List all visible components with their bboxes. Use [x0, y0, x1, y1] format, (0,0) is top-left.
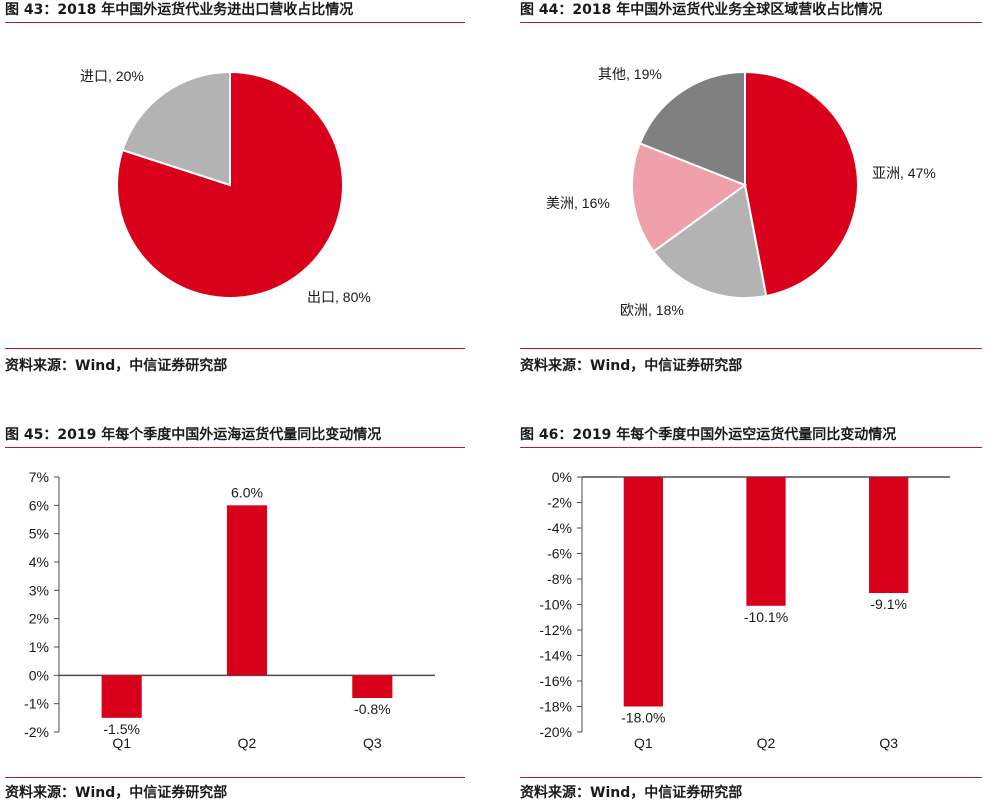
figure-43-title: 图 43：2018 年中国外运货代业务进出口营收占比情况: [5, 2, 354, 18]
bar-Q1: [623, 477, 663, 707]
y-tick-label: -1%: [24, 696, 49, 712]
x-tick-label-Q1: Q1: [634, 735, 653, 751]
y-tick-label: -6%: [547, 546, 572, 562]
y-tick-label: 2%: [29, 611, 49, 627]
figure-44-source: 资料来源：Wind，中信证券研究部: [520, 358, 743, 374]
x-tick-label-Q2: Q2: [757, 735, 776, 751]
x-tick-label-Q2: Q2: [238, 735, 257, 751]
pie-label-进口: 进口, 20%: [80, 68, 144, 84]
figure-46-source-rule: [520, 777, 982, 778]
y-tick-label: 5%: [29, 526, 49, 542]
figure-44-title-rule: [520, 22, 982, 23]
figure-43-panel: 图 43：2018 年中国外运货代业务进出口营收占比情况 出口, 80% 进口, …: [5, 0, 465, 385]
figure-46-source: 资料来源：Wind，中信证券研究部: [520, 785, 743, 801]
y-tick-label: 0%: [29, 667, 49, 683]
data-label-Q1: -1.5%: [103, 721, 140, 737]
figure-45-bar-chart: 7% 6% 5% 4% 3% 2% 1% 0% -1% -2% -1.5%Q1 6.0% Q2 -0.8%…: [24, 469, 435, 751]
figure-43-source: 资料来源：Wind，中信证券研究部: [5, 358, 228, 374]
pie-label-其他: 其他, 19%: [598, 66, 662, 82]
pie-label-出口: 出口, 80%: [307, 289, 371, 305]
x-tick-label-Q3: Q3: [363, 735, 382, 751]
pie-label-欧洲: 欧洲, 18%: [620, 302, 684, 318]
y-tick-label: -10%: [539, 597, 572, 613]
figure-44-pie-chart: 亚洲, 47% 欧洲, 18% 美洲, 16% 其他, 19%: [546, 66, 936, 318]
data-label-Q2: 6.0%: [231, 484, 263, 500]
y-tick-label: 4%: [29, 554, 49, 570]
figure-44-panel: 图 44：2018 年中国外运货代业务全球区域营收占比情况 亚洲, 47% 欧洲,…: [520, 0, 982, 385]
figure-45-title-rule: [5, 447, 465, 448]
y-tick-label: 1%: [29, 639, 49, 655]
figure-45-panel: 图 45：2019 年每个季度中国外运海运货代量同比变动情况 7% 6% 5% 4% 3…: [5, 425, 465, 805]
y-tick-label: -18%: [539, 699, 572, 715]
figure-43-title-rule: [5, 22, 465, 23]
data-label-Q1: -18.0%: [621, 710, 665, 726]
figure-43-source-rule: [5, 348, 465, 349]
figure-45-source: 资料来源：Wind，中信证券研究部: [5, 785, 228, 801]
data-label-Q3: -9.1%: [870, 596, 907, 612]
figure-46-bar-chart: 0% -2% -4% -6% -8% -10% -12% -14% -16% -18% -20% -1…: [539, 469, 950, 751]
y-tick-label: -14%: [539, 648, 572, 664]
y-tick-label: -20%: [539, 724, 572, 740]
figure-44-title: 图 44：2018 年中国外运货代业务全球区域营收占比情况: [520, 2, 883, 18]
figure-46-title: 图 46：2019 年每个季度中国外运空运货代量同比变动情况: [520, 427, 897, 443]
pie-slice-亚洲: [744, 70, 859, 298]
bar-Q1: [101, 675, 142, 718]
bar-Q2: [226, 505, 268, 676]
figure-43-pie-chart: 出口, 80% 进口, 20%: [80, 68, 371, 305]
bar-Q2: [746, 477, 786, 606]
bar-Q3: [352, 675, 393, 698]
y-tick-label: 7%: [29, 469, 49, 485]
y-tick-label: -16%: [539, 673, 572, 689]
y-tick-label: -2%: [24, 724, 49, 740]
figure-46-title-rule: [520, 447, 982, 448]
data-label-Q3: -0.8%: [354, 701, 391, 717]
figure-45-source-rule: [5, 777, 465, 778]
pie-slice-欧洲: [652, 183, 768, 299]
y-tick-label: 3%: [29, 582, 49, 598]
y-tick-label: -12%: [539, 622, 572, 638]
data-label-Q2: -10.1%: [744, 609, 788, 625]
y-tick-label: 0%: [552, 469, 572, 485]
figure-44-source-rule: [520, 348, 982, 349]
x-tick-label-Q1: Q1: [112, 735, 131, 751]
bar-Q3: [869, 477, 909, 594]
pie-slice-美洲: [631, 142, 748, 253]
pie-slice-其他: [638, 70, 746, 187]
figure-46-panel: 图 46：2019 年每个季度中国外运空运货代量同比变动情况 0% -2% -4% -…: [520, 425, 982, 805]
pie-slice-出口: [116, 70, 344, 299]
figure-45-title: 图 45：2019 年每个季度中国外运海运货代量同比变动情况: [5, 427, 382, 443]
pie-slice-进口: [121, 70, 231, 187]
x-tick-label-Q3: Q3: [879, 735, 898, 751]
y-tick-label: 6%: [29, 497, 49, 513]
y-tick-label: -8%: [547, 571, 572, 587]
y-tick-label: -4%: [547, 520, 572, 536]
pie-label-亚洲: 亚洲, 47%: [872, 165, 936, 181]
pie-label-美洲: 美洲, 16%: [546, 195, 610, 211]
y-tick-label: -2%: [547, 495, 572, 511]
